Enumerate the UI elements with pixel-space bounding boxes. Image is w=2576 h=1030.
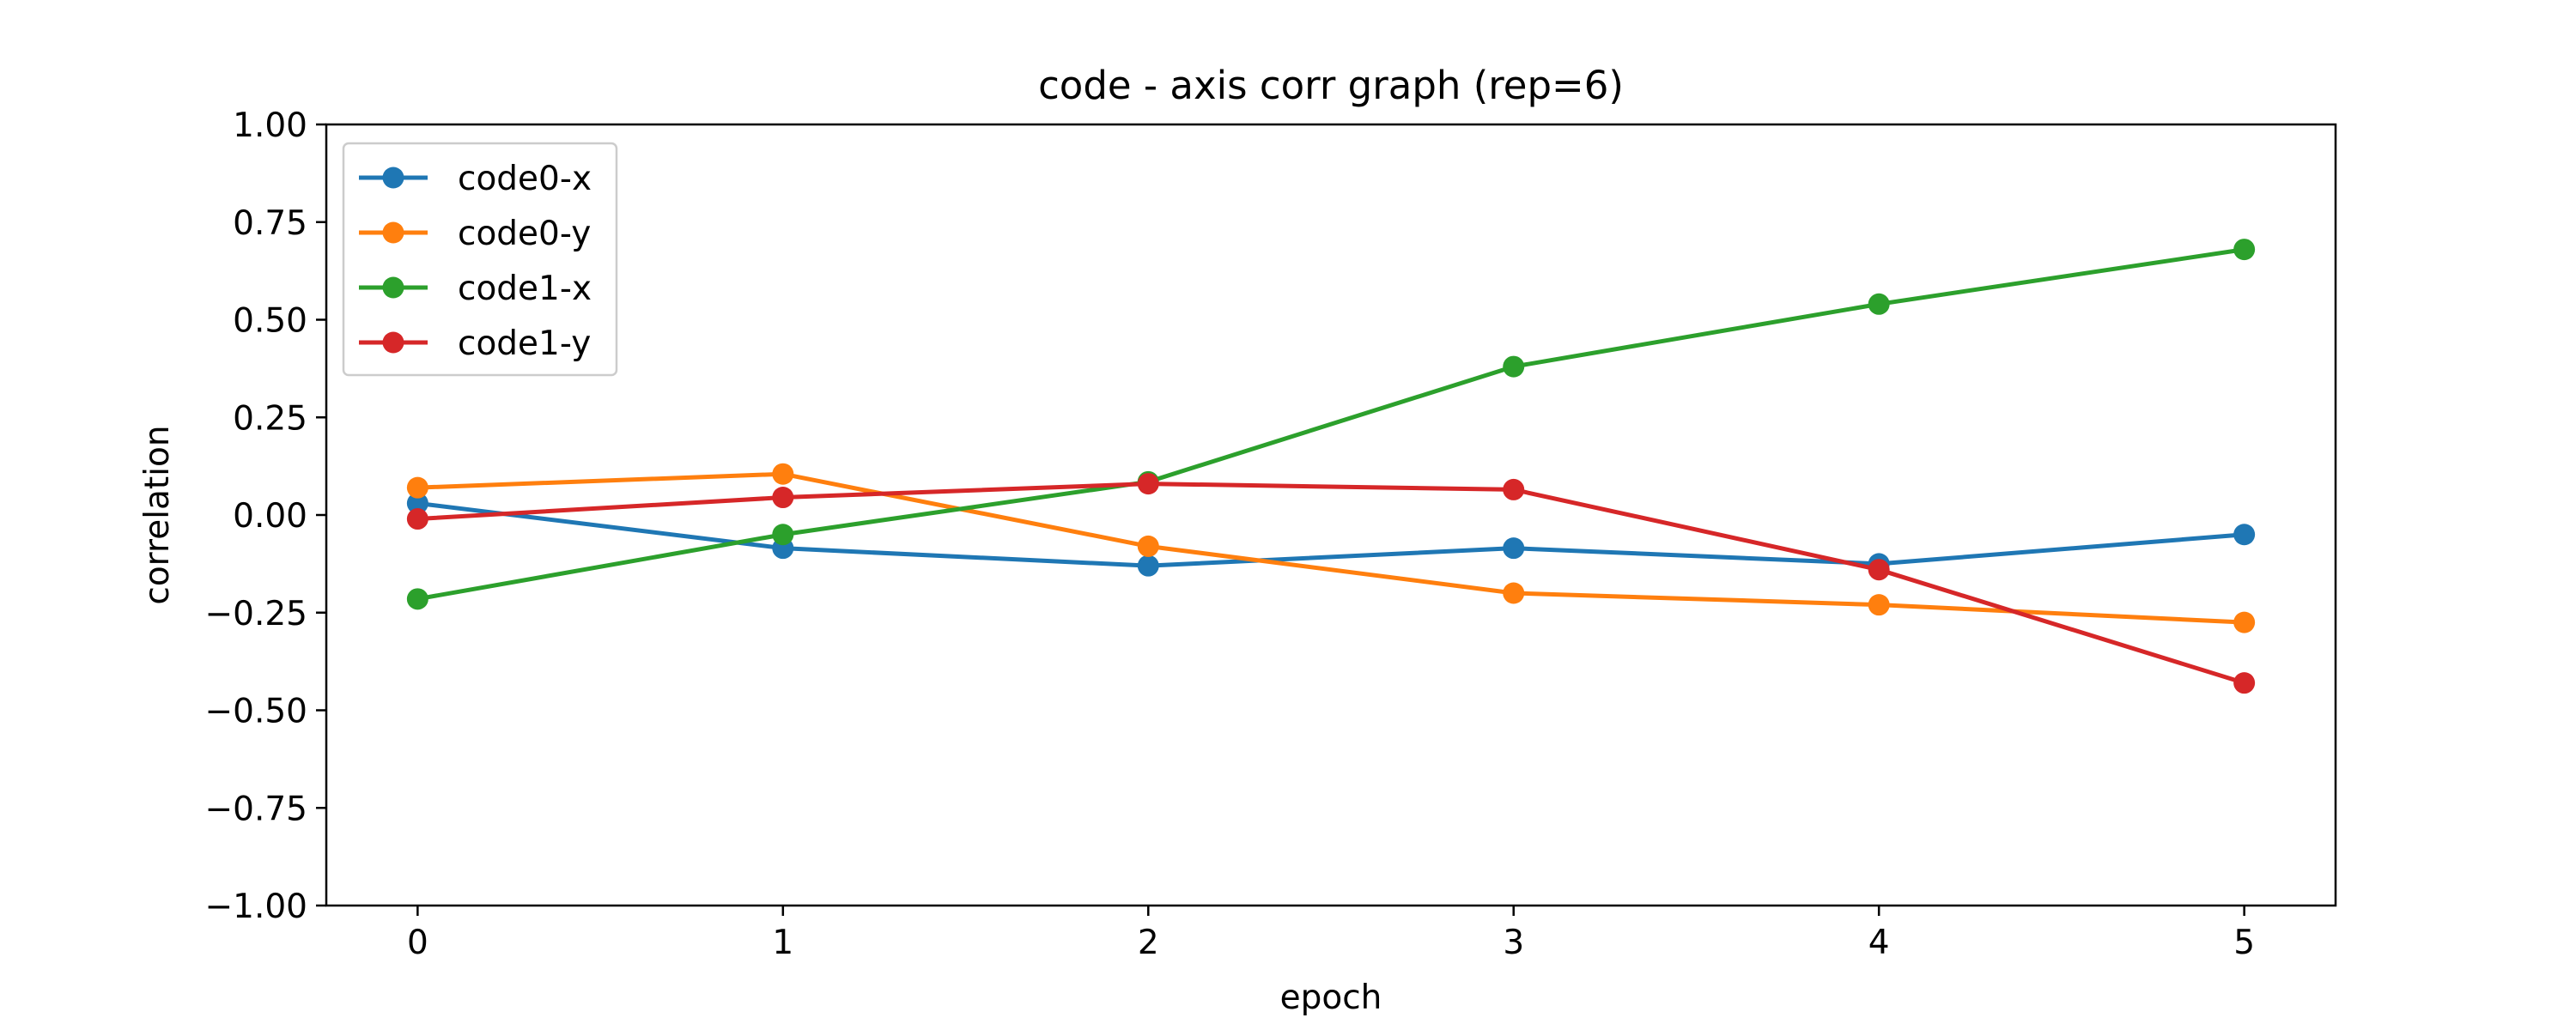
y-tick-label: 1.00 [233,106,307,145]
series-line [416,247,2245,602]
legend-label: code0-x [458,160,592,198]
data-point [1137,554,1159,577]
series-code1-x [406,239,2256,610]
x-tick-label: 2 [1138,924,1159,962]
data-point [406,476,428,499]
x-tick-label: 4 [1868,924,1890,962]
legend-item: code0-y [359,215,591,253]
legend-label: code1-x [458,270,592,308]
data-point [1137,535,1159,557]
data-point [1503,582,1525,604]
data-point [772,524,794,546]
legend-label: code1-y [458,324,591,363]
x-tick-label: 5 [2233,924,2255,962]
legend-item: code1-x [359,270,592,308]
x-axis-ticks: 0 1 2 3 4 5 [407,906,2255,962]
data-point [2233,672,2256,694]
x-axis-label: epoch [1280,978,1382,1017]
legend: code0-x code0-y code1-x code1-y [342,142,618,377]
y-tick-label: 0.50 [233,302,307,341]
legend-marker [382,167,404,189]
y-tick-label: −0.25 [204,595,307,633]
y-tick-label: 0.75 [233,204,307,243]
y-tick-label: −0.50 [204,693,307,731]
y-tick-label: −1.00 [204,888,307,926]
y-tick-label: 0.25 [233,399,307,438]
x-tick-label: 0 [407,924,428,962]
data-point [2233,524,2256,546]
legend-box [342,142,618,377]
series-line [417,471,2245,625]
legend-item: code0-x [359,160,592,198]
legend-marker [382,331,404,354]
y-axis-ticks: 1.00 0.75 0.50 0.25 0.00 −0.25 −0.50 −0.75 −1.00 [204,106,326,926]
series-code1-y [406,473,2256,694]
series-group [406,239,2256,694]
axes-frame [325,123,2337,907]
data-point [1868,594,1890,616]
data-point [772,487,794,509]
data-point [772,463,794,485]
series-line [417,500,2245,568]
series-line [417,482,2245,686]
series-code0-x [406,492,2256,577]
y-axis-label: correlation [138,425,177,604]
data-point [1868,293,1890,315]
legend-marker [382,276,404,299]
data-point [2233,611,2256,633]
data-point [1137,473,1159,495]
x-tick-label: 3 [1503,924,1524,962]
chart-title: code - axis corr graph (rep=6) [1038,63,1624,108]
legend-item: code1-y [359,324,591,363]
data-point [1868,559,1890,581]
data-point [1503,478,1525,500]
series-code0-y [406,463,2256,633]
x-tick-label: 1 [772,924,793,962]
data-point [406,492,428,514]
data-point [406,508,428,530]
legend-label: code0-y [458,215,591,253]
data-point [406,588,428,610]
data-point [1503,355,1525,378]
y-tick-label: 0.00 [233,497,307,536]
data-point [1503,537,1525,560]
legend-marker [382,221,404,244]
y-tick-label: −0.75 [204,790,307,828]
data-point [2233,239,2256,261]
